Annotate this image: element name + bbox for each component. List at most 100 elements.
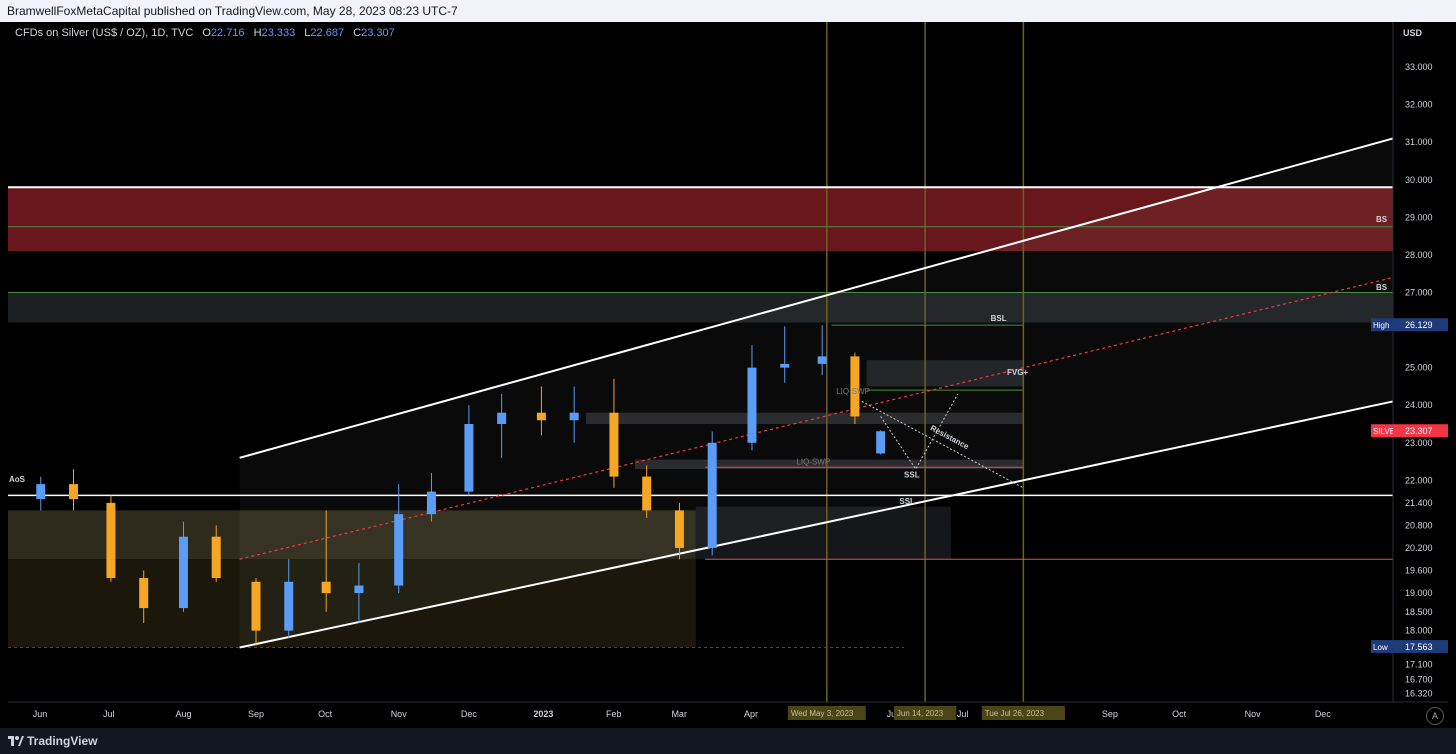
candle-body: [876, 431, 886, 454]
time-tick-label: Sep: [1102, 709, 1118, 719]
consolidation-zone: [8, 510, 696, 560]
price-tag-label: High: [1373, 321, 1389, 330]
time-tick-label: 2023: [533, 709, 553, 719]
annotation-bs-1: BS: [1376, 215, 1388, 224]
price-tick-label: 33.000: [1405, 62, 1433, 72]
chart-frame[interactable]: BS BS BSL FVG+ LIQ-SWP LIQ-SWP SSL SSL Resistanc…: [8, 22, 1448, 728]
candle-body: [354, 585, 364, 594]
annotation-bsl: BSL: [991, 314, 1007, 323]
date-mark-bg: [787, 706, 866, 720]
candle-body: [707, 442, 717, 548]
price-tick-label: 30.000: [1405, 175, 1433, 185]
candle-body: [536, 412, 546, 421]
time-tick-label: Nov: [391, 709, 408, 719]
close-label: C: [353, 27, 362, 39]
price-tag-value: 23.307: [1405, 426, 1433, 436]
fvg-plus-zone: [866, 360, 1024, 387]
price-tag-label: SILVER: [1373, 427, 1401, 436]
candle-body: [674, 510, 684, 548]
time-tick-label: Mar: [671, 709, 687, 719]
tradingview-brand[interactable]: TradingView: [27, 734, 98, 748]
symbol-legend: CFDs on Silver (US$ / OZ), 1D, TVC O22.7…: [15, 27, 395, 39]
time-tick-label: Sep: [248, 709, 264, 719]
price-tick-label: 20.800: [1405, 520, 1433, 530]
candle-body: [284, 581, 294, 631]
date-mark-label: Wed May 3, 2023: [791, 709, 854, 718]
symbol-title[interactable]: CFDs on Silver (US$ / OZ), 1D, TVC: [15, 27, 194, 39]
mid-zone: [585, 412, 1024, 424]
annotation-liq-swp-2: LIQ-SWP: [796, 458, 830, 467]
annotation-bs-2: BS: [1376, 283, 1388, 292]
candle-body: [747, 367, 757, 443]
price-tick-label: 31.000: [1405, 137, 1433, 147]
price-tick-label: 27.000: [1405, 287, 1433, 297]
candle-body: [569, 412, 579, 421]
candle-body: [178, 536, 188, 609]
channel-upper: [239, 137, 1394, 459]
candle-body: [251, 581, 261, 631]
date-mark-label: Jun 14, 2023: [897, 709, 944, 718]
candle-body: [426, 491, 436, 515]
price-tag-label-bg: [1371, 424, 1393, 438]
high-value: 23.333: [261, 27, 296, 39]
time-tick-label: Oct: [318, 709, 333, 719]
published-text: BramwellFoxMetaCapital published on Trad…: [7, 4, 458, 18]
time-tick-label: Jul: [957, 709, 969, 719]
candle-body: [817, 356, 827, 364]
time-tick-label: Jun: [33, 709, 48, 719]
price-tick-label: 29.000: [1405, 212, 1433, 222]
premium-zone: [8, 292, 1393, 323]
price-tick-label: 16.320: [1405, 689, 1433, 699]
time-tick-label: Oct: [1172, 709, 1187, 719]
supply-zone: [8, 187, 1393, 252]
auto-scale-button[interactable]: A: [1426, 707, 1444, 725]
annotation-liq-swp-1: LIQ-SWP: [836, 387, 870, 396]
price-axis-bg: [1393, 22, 1448, 728]
ssl-zone: [634, 459, 1024, 470]
date-mark-bg: [981, 706, 1065, 720]
price-tag-label-bg: [1371, 640, 1393, 654]
channel-lower: [239, 400, 1394, 649]
candle-body: [36, 484, 46, 500]
time-tick-label: Aug: [175, 709, 191, 719]
annotation-ssl-1: SSL: [904, 471, 920, 480]
candle-body: [321, 581, 331, 594]
fvg-zone: [695, 506, 951, 560]
time-tick-label: Nov: [1245, 709, 1262, 719]
candle-body: [780, 363, 790, 368]
resistance-line: [861, 401, 1024, 489]
price-tick-label: 19.000: [1405, 588, 1433, 598]
annotation-fvg: FVG+: [1007, 368, 1028, 377]
candle-body: [69, 484, 79, 500]
publication-header: BramwellFoxMetaCapital published on Trad…: [0, 0, 1456, 22]
candle-body: [497, 412, 507, 424]
price-tick-label: 25.000: [1405, 363, 1433, 373]
price-tick-label: 18.500: [1405, 607, 1433, 617]
price-tag-bg: [1393, 640, 1448, 654]
price-tick-label: 16.700: [1405, 674, 1433, 684]
candle-body: [464, 423, 474, 492]
high-label: H: [253, 27, 262, 39]
close-value: 23.307: [361, 27, 395, 39]
price-tick-label: 17.100: [1405, 659, 1433, 669]
candle-body: [106, 502, 116, 579]
price-chart[interactable]: BSBSBSLFVG+LIQ-SWPLIQ-SWPSSLSSLResistanc…: [8, 22, 1448, 728]
price-tag-bg: [1393, 318, 1448, 332]
price-tick-label: 18.000: [1405, 626, 1433, 636]
low-label: L: [304, 27, 311, 39]
footer-bar: TradingView: [0, 728, 1456, 754]
time-tick-label: Feb: [606, 709, 622, 719]
open-value: 22.716: [210, 27, 245, 39]
candle-body: [394, 514, 404, 586]
candle-body: [609, 412, 619, 477]
price-tick-label: 19.600: [1405, 566, 1433, 576]
date-mark-bg: [893, 706, 957, 720]
projection-path: [880, 393, 959, 471]
price-tick-label: 23.000: [1405, 438, 1433, 448]
price-tick-label: 28.000: [1405, 250, 1433, 260]
time-tick-label: Jul: [103, 709, 115, 719]
price-tag-value: 17.563: [1405, 642, 1433, 652]
price-tag-label-bg: [1371, 318, 1393, 332]
time-tick-label: Dec: [1315, 709, 1332, 719]
candle-body: [139, 578, 149, 609]
